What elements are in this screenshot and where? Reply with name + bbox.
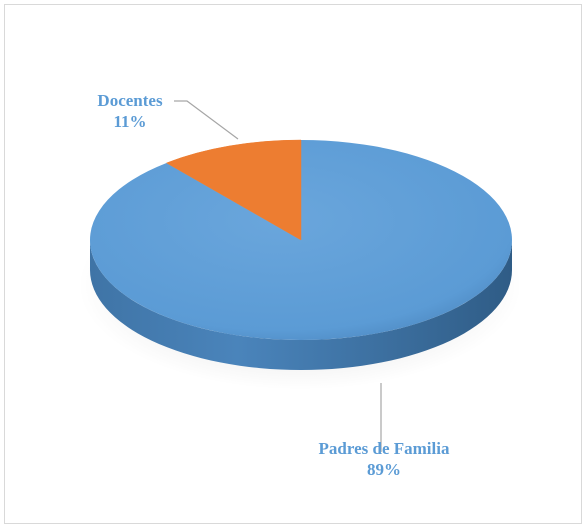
leader-line-docentes xyxy=(174,100,239,140)
label-padres-de-familia: Padres de Familia xyxy=(319,439,450,458)
value-docentes: 11% xyxy=(113,112,146,131)
value-padres-de-familia: 89% xyxy=(367,460,401,479)
pie-side-wall xyxy=(90,240,512,370)
label-docentes: Docentes xyxy=(97,91,163,110)
pie-slice-docentes xyxy=(165,139,302,241)
